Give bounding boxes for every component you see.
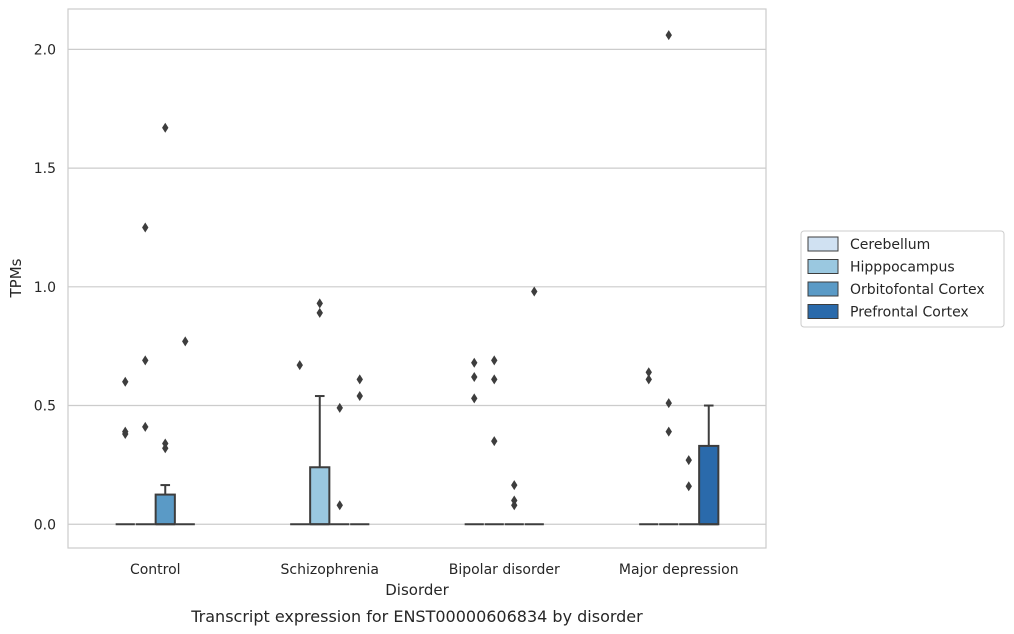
plot-frame bbox=[67, 8, 767, 549]
outlier-point bbox=[665, 426, 672, 437]
y-tick-label: 0.5 bbox=[34, 399, 56, 415]
x-axis-ticks: Control Schizophrenia Bipolar disorder Majo… bbox=[130, 562, 739, 578]
outlier-point bbox=[336, 500, 343, 511]
outlier-point bbox=[491, 374, 498, 385]
box bbox=[309, 466, 331, 526]
box bbox=[154, 493, 176, 526]
outlier-point bbox=[142, 421, 149, 432]
outlier-point bbox=[471, 372, 478, 383]
x-axis-label: Disorder bbox=[385, 581, 449, 599]
outlier-point bbox=[336, 402, 343, 413]
y-axis-ticks: 0.0 0.5 1.0 1.5 2.0 bbox=[34, 42, 56, 533]
legend-frame bbox=[800, 230, 1005, 328]
legend-swatch bbox=[807, 304, 839, 319]
outlier-point bbox=[511, 495, 518, 506]
outlier-point bbox=[685, 455, 692, 466]
outlier-point bbox=[491, 436, 498, 447]
outlier-point bbox=[142, 222, 149, 233]
outlier-point bbox=[645, 367, 652, 378]
outlier-point bbox=[316, 298, 323, 309]
box bbox=[698, 444, 720, 526]
y-tick-label: 1.5 bbox=[34, 161, 56, 177]
outlier-point bbox=[142, 355, 149, 366]
box-plot-marks bbox=[115, 30, 720, 526]
y-tick-label: 0.0 bbox=[34, 517, 56, 533]
outlier-point bbox=[665, 30, 672, 41]
legend-label: Prefrontal Cortex bbox=[850, 305, 969, 321]
outlier-point bbox=[491, 355, 498, 366]
legend-label: Hipppocampus bbox=[850, 260, 955, 276]
plot-background bbox=[68, 9, 766, 548]
outlier-point bbox=[531, 286, 538, 297]
x-tick-label: Schizophrenia bbox=[281, 562, 379, 578]
x-tick-label: Major depression bbox=[619, 562, 739, 578]
legend-label: Orbitofontal Cortex bbox=[850, 282, 985, 298]
outlier-point bbox=[122, 376, 129, 387]
outlier-point bbox=[162, 438, 169, 449]
outlier-point bbox=[356, 374, 363, 385]
outlier-point bbox=[471, 393, 478, 404]
legend-swatch bbox=[807, 281, 839, 297]
x-tick-label: Bipolar disorder bbox=[449, 562, 560, 578]
legend-swatch bbox=[807, 236, 839, 252]
outlier-point bbox=[685, 481, 692, 492]
outlier-point bbox=[316, 307, 323, 318]
outlier-point bbox=[356, 391, 363, 402]
chart-caption: Transcript expression for ENST0000060683… bbox=[190, 607, 643, 626]
y-tick-label: 2.0 bbox=[34, 42, 56, 58]
legend: Cerebellum Hipppocampus Orbitofontal Corte… bbox=[800, 230, 1005, 328]
y-axis-label: TPMs bbox=[7, 258, 25, 298]
legend-swatch bbox=[807, 259, 839, 274]
outlier-point bbox=[471, 357, 478, 368]
outlier-point bbox=[511, 480, 518, 491]
outlier-point bbox=[665, 398, 672, 409]
legend-label: Cerebellum bbox=[850, 237, 930, 253]
outlier-point bbox=[122, 426, 129, 437]
x-tick-label: Control bbox=[130, 562, 181, 578]
outlier-point bbox=[162, 122, 169, 133]
outlier-point bbox=[296, 360, 303, 371]
outlier-point bbox=[182, 336, 189, 347]
y-tick-label: 1.0 bbox=[34, 280, 56, 296]
outlier-point bbox=[645, 374, 652, 385]
